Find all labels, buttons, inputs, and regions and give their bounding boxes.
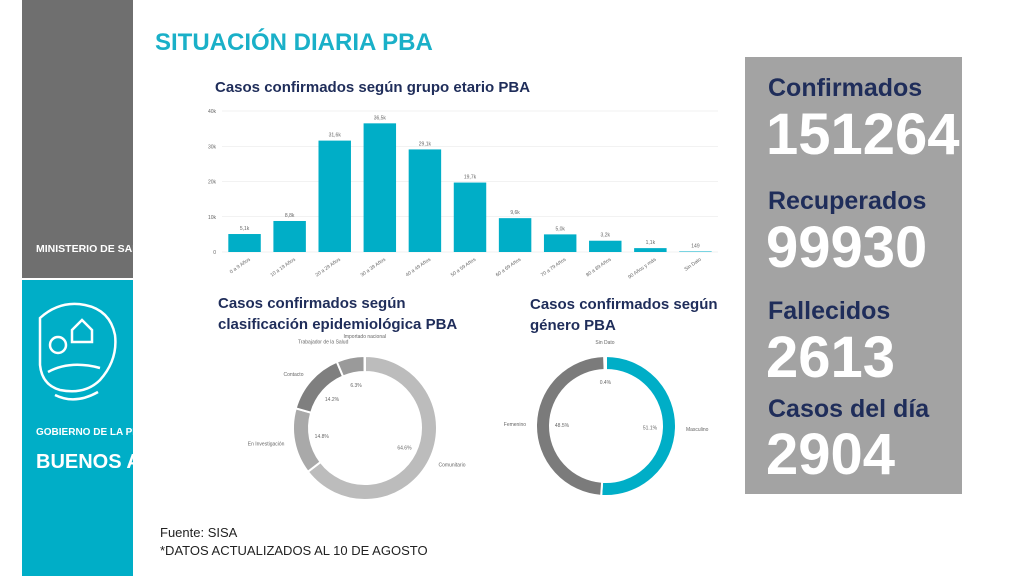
value-label: 5,1k [240, 226, 250, 232]
value-label: 29,1k [419, 141, 432, 147]
slice-category-label: En Investigación [248, 441, 285, 447]
stat-value: 2613 [766, 325, 895, 390]
value-label: 3,2k [601, 233, 611, 239]
x-tick-label: 80 a 89 Años [585, 256, 613, 278]
chart-title: Casos confirmados según grupo etario PBA [215, 79, 530, 96]
value-label: 19,7k [464, 175, 477, 181]
slice-category-label: Femenino [504, 422, 526, 428]
chart-title: Casos confirmados según género PBA [530, 296, 718, 334]
bar [634, 248, 667, 252]
slice-category-label: Sin Dato [595, 340, 614, 346]
title-line: clasificación epidemiológica PBA [218, 316, 457, 333]
government-text: GOBIERNO DE LA PROVINCIA DE [36, 427, 198, 438]
bar [228, 234, 261, 252]
donut-slice [306, 354, 438, 501]
slice-value-label: 14.2% [325, 397, 340, 403]
slice-value-label: 48.5% [555, 423, 570, 429]
y-tick-label: 0 [213, 250, 216, 256]
footer-note: *DATOS ACTUALIZADOS AL 10 DE AGOSTO [160, 543, 428, 558]
value-label: 9,6k [510, 210, 520, 216]
bar [453, 182, 487, 252]
value-label: 8,8k [285, 213, 295, 219]
y-tick-label: 20k [208, 180, 217, 186]
value-label: 36,5k [374, 115, 387, 121]
value-label: 31,6k [329, 133, 342, 139]
slice-category-label: Trabajador de la Salud [298, 340, 349, 346]
stats-panel [745, 57, 962, 494]
bar [363, 123, 397, 253]
title-line: género PBA [530, 317, 616, 334]
slice-value-label: 14.8% [315, 434, 330, 440]
x-tick-label: 0 a 9 Años [229, 256, 252, 275]
stat-label: Casos del día [768, 395, 930, 423]
stat-value: 2904 [766, 422, 895, 487]
bar [273, 220, 306, 252]
bar [679, 251, 712, 252]
x-tick-label: Sin Dato [683, 257, 702, 273]
bar [498, 218, 532, 252]
donut-slice [535, 354, 606, 497]
slice-category-label: Comunitario [439, 462, 466, 468]
donut-slice [335, 354, 366, 378]
stat-label: Recuperados [768, 187, 926, 215]
slice-value-label: 0.4% [600, 380, 612, 386]
slice-value-label: 51.1% [643, 426, 658, 432]
bar [543, 234, 577, 252]
bar [318, 140, 351, 252]
x-tick-label: 10 a 19 Años [269, 256, 297, 278]
slice-value-label: 64.6% [397, 445, 412, 451]
x-tick-label: 50 a 59 Años [450, 256, 478, 278]
logo [38, 302, 117, 401]
slice-category-label: Masculino [686, 427, 709, 433]
x-tick-label: 70 a 79 Años [540, 256, 568, 278]
x-tick-label: 40 a 49 Años [405, 256, 433, 278]
sidebar-top [22, 0, 133, 278]
value-label: 5,0k [555, 226, 565, 232]
chart-title: Casos confirmados según clasificación epi… [218, 295, 457, 333]
donut-slice [603, 354, 607, 372]
stat-label: Confirmados [768, 74, 922, 102]
bar [589, 240, 622, 252]
slice-value-label: 6.3% [350, 383, 362, 389]
title-line: Casos confirmados según [530, 296, 718, 313]
ministry-label: MINISTERIO DE SALUD [36, 243, 154, 255]
value-label: 149 [691, 243, 700, 249]
footer-source: Fuente: SISA [160, 525, 238, 540]
x-tick-label: 20 a 29 Años [315, 256, 343, 278]
bar [408, 149, 442, 252]
x-tick-label: 90 Años y más [627, 256, 658, 280]
value-label: 1,1k [646, 240, 656, 246]
y-tick-label: 10k [208, 215, 217, 221]
x-tick-label: 30 a 39 Años [360, 256, 388, 278]
title-line: Casos confirmados según [218, 295, 406, 312]
province-text: BUENOS AIRES [36, 451, 188, 473]
y-tick-label: 40k [208, 109, 217, 115]
donut-slice [600, 354, 677, 497]
stat-value: 99930 [766, 215, 927, 280]
slice-category-label: Contacto [283, 372, 303, 378]
slice-category-label: Importado nacional [343, 334, 386, 340]
y-tick-label: 30k [208, 144, 217, 150]
page-title: SITUACIÓN DIARIA PBA [155, 28, 433, 56]
stat-value: 151264 [766, 102, 960, 167]
stat-label: Fallecidos [768, 297, 890, 325]
donut-slice [294, 360, 345, 414]
x-tick-label: 60 a 69 Años [495, 256, 523, 278]
ministry-text: MINISTERIO DE SALUD [36, 243, 154, 255]
